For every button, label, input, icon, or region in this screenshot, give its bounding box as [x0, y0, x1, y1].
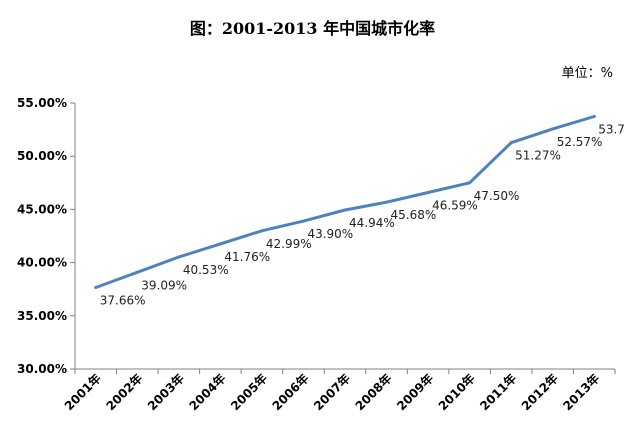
data-label: 52.57% [557, 135, 603, 149]
x-tick-label: 2013年 [560, 371, 603, 414]
x-tick-label: 2002年 [103, 371, 146, 414]
data-label: 40.53% [183, 263, 229, 277]
data-point [94, 285, 98, 289]
x-tick-label: 2003年 [144, 371, 187, 414]
data-label: 51.27% [515, 149, 561, 163]
x-tick-label: 2004年 [186, 371, 229, 414]
y-tick-label: 45.00% [17, 202, 67, 216]
data-point [426, 190, 430, 194]
x-tick-label: 2007年 [310, 371, 353, 414]
y-tick-label: 40.00% [17, 256, 67, 270]
data-point [135, 270, 139, 274]
x-tick-label: 2001年 [61, 371, 104, 414]
data-label: 46.59% [432, 198, 478, 212]
x-tick-label: 2009年 [393, 371, 436, 414]
x-tick-label: 2010年 [435, 371, 478, 414]
data-point [260, 229, 264, 233]
x-tick-label: 2012年 [518, 371, 561, 414]
data-point [509, 141, 513, 145]
x-tick-label: 2006年 [269, 371, 312, 414]
y-tick-label: 30.00% [17, 362, 67, 376]
data-point [343, 208, 347, 212]
data-point [468, 181, 472, 185]
x-tick-label: 2008年 [352, 371, 395, 414]
series-line [94, 115, 596, 289]
x-tick-label: 2011年 [477, 371, 520, 414]
data-label: 37.66% [100, 293, 146, 307]
x-tick-label: 2005年 [227, 371, 270, 414]
data-label: 42.99% [266, 237, 312, 251]
data-point [592, 115, 596, 119]
data-point [177, 255, 181, 259]
data-label: 44.94% [349, 216, 395, 230]
y-tick-label: 50.00% [17, 149, 67, 163]
data-label: 41.76% [224, 250, 270, 264]
data-label: 39.09% [141, 278, 187, 292]
data-point [301, 219, 305, 223]
data-point [551, 127, 555, 131]
data-label: 43.90% [307, 227, 353, 241]
data-label: 45.68% [391, 208, 437, 222]
data-point [218, 242, 222, 246]
unit-label: 单位：% [561, 66, 613, 81]
data-label: 53.73% [598, 123, 625, 137]
y-tick-label: 35.00% [17, 309, 67, 323]
y-tick-label: 55.00% [17, 96, 67, 110]
chart-title: 图：2001-2013 年中国城市化率 [189, 19, 436, 38]
data-point [385, 200, 389, 204]
data-label: 47.50% [474, 189, 520, 203]
